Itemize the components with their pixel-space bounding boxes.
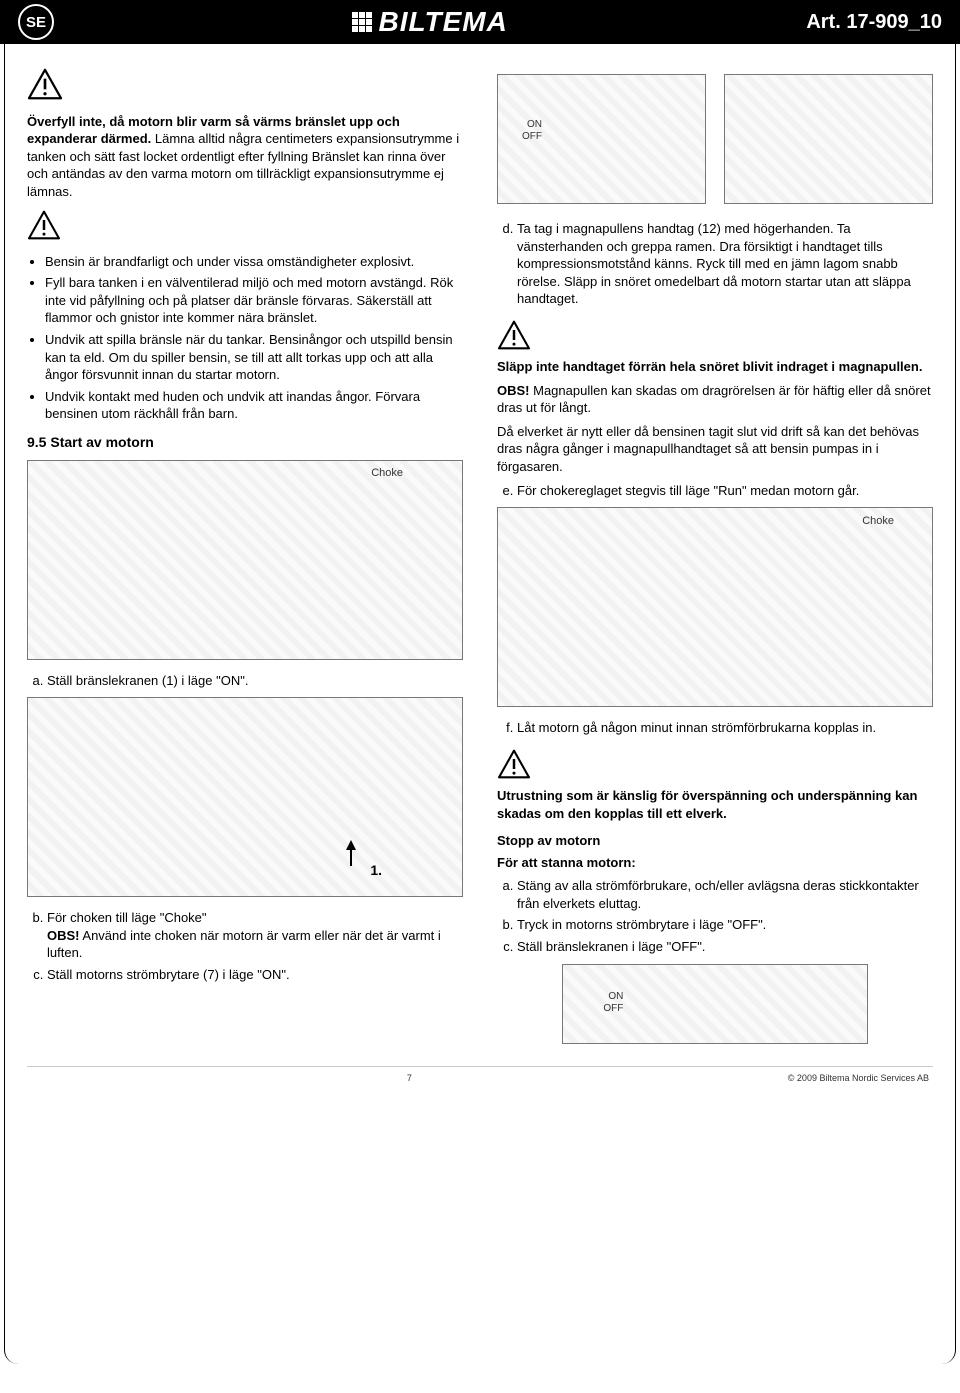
figure-label: Choke bbox=[862, 514, 894, 529]
section-heading-9-5: 9.5 Start av motorn bbox=[27, 433, 463, 452]
stop-subheading: För att stanna motorn: bbox=[497, 854, 933, 872]
brand-text: BILTEMA bbox=[378, 6, 507, 38]
warning-icon bbox=[27, 210, 61, 240]
arrow-up-icon bbox=[336, 840, 366, 868]
step-e-list: För chokereglaget stegvis till läge "Run… bbox=[497, 482, 933, 500]
figure-on-off-bottom: ON OFF bbox=[497, 964, 933, 1044]
label-on: ON bbox=[522, 119, 542, 131]
figure-choke-run: Choke bbox=[497, 507, 933, 707]
step-f-list: Låt motorn gå någon minut innan strömför… bbox=[497, 719, 933, 737]
page-body: Överfyll inte, då motorn blir varm så vä… bbox=[4, 44, 956, 1364]
figure-num-1: 1. bbox=[370, 861, 382, 880]
obs-label: OBS! bbox=[47, 928, 80, 943]
obs-text: Magnapullen kan skadas om dragrörelsen ä… bbox=[497, 383, 931, 416]
brand-logo: BILTEMA bbox=[352, 6, 507, 38]
right-column: ON OFF Ta tag i magnapullens handtag (12… bbox=[497, 68, 933, 1056]
warning-icon bbox=[497, 320, 531, 350]
page-header: SE BILTEMA Art. 17-909_10 bbox=[0, 0, 960, 44]
list-item: Undvik att spilla bränsle när du tankar.… bbox=[45, 331, 463, 384]
step-b-text: För choken till läge "Choke" bbox=[47, 910, 207, 925]
step-d-list: Ta tag i magnapullens handtag (12) med h… bbox=[497, 220, 933, 308]
safety-bullet-list: Bensin är brandfarligt och under vissa o… bbox=[27, 253, 463, 423]
step-c: Ställ motorns strömbrytare (7) i läge "O… bbox=[47, 966, 463, 984]
stop-steps: Stäng av alla strömförbrukare, och/eller… bbox=[497, 877, 933, 955]
step-f: Låt motorn gå någon minut innan strömför… bbox=[517, 719, 933, 737]
intro-paragraph: Överfyll inte, då motorn blir varm så vä… bbox=[27, 113, 463, 201]
figure-label: Choke bbox=[371, 466, 403, 481]
start-steps-bc: För choken till läge "Choke" OBS! Använd… bbox=[27, 909, 463, 983]
warning-icon bbox=[27, 68, 63, 100]
step-e: För chokereglaget stegvis till läge "Run… bbox=[517, 482, 933, 500]
figure-choke: Choke bbox=[27, 460, 463, 660]
step-d: Ta tag i magnapullens handtag (12) med h… bbox=[517, 220, 933, 308]
figure-on-off-switch: ON OFF bbox=[497, 68, 706, 216]
copyright: © 2009 Biltema Nordic Services AB bbox=[788, 1073, 929, 1083]
label-off: OFF bbox=[603, 1003, 623, 1015]
stop-step-c: Ställ bränslekranen i läge "OFF". bbox=[517, 938, 933, 956]
figure-fuel-valve: 1. bbox=[27, 697, 463, 897]
page-number: 7 bbox=[407, 1073, 412, 1083]
stop-step-b: Tryck in motorns strömbrytare i läge "OF… bbox=[517, 916, 933, 934]
new-engine-paragraph: Då elverket är nytt eller då bensinen ta… bbox=[497, 423, 933, 476]
language-badge: SE bbox=[18, 4, 54, 40]
list-item: Fyll bara tanken i en välventilerad milj… bbox=[45, 274, 463, 327]
stop-step-a: Stäng av alla strömförbrukare, och/eller… bbox=[517, 877, 933, 912]
step-a: Ställ bränslekranen (1) i läge "ON". bbox=[47, 672, 463, 690]
step-b: För choken till läge "Choke" OBS! Använd… bbox=[47, 909, 463, 962]
stop-heading: Stopp av motorn bbox=[497, 832, 933, 850]
warning-handle: Släpp inte handtaget förrän hela snöret … bbox=[497, 358, 933, 376]
list-item: Undvik kontakt med huden och undvik att … bbox=[45, 388, 463, 423]
page-footer: 7 © 2009 Biltema Nordic Services AB bbox=[27, 1066, 933, 1083]
figures-on-off-handle: ON OFF bbox=[497, 68, 933, 216]
article-number: Art. 17-909_10 bbox=[806, 11, 942, 34]
obs-paragraph: OBS! Magnapullen kan skadas om dragrörel… bbox=[497, 382, 933, 417]
warning-voltage: Utrustning som är känslig för överspänni… bbox=[497, 787, 933, 822]
label-off: OFF bbox=[522, 131, 542, 143]
start-steps-a: Ställ bränslekranen (1) i läge "ON". bbox=[27, 672, 463, 690]
warning-icon bbox=[497, 749, 531, 779]
list-item: Bensin är brandfarligt och under vissa o… bbox=[45, 253, 463, 271]
obs-label: OBS! bbox=[497, 383, 530, 398]
brand-squares-icon bbox=[352, 12, 372, 32]
step-b-obs: Använd inte choken när motorn är varm el… bbox=[47, 928, 441, 961]
figure-pull-handle bbox=[724, 68, 933, 216]
label-on: ON bbox=[603, 991, 623, 1003]
left-column: Överfyll inte, då motorn blir varm så vä… bbox=[27, 68, 463, 1056]
